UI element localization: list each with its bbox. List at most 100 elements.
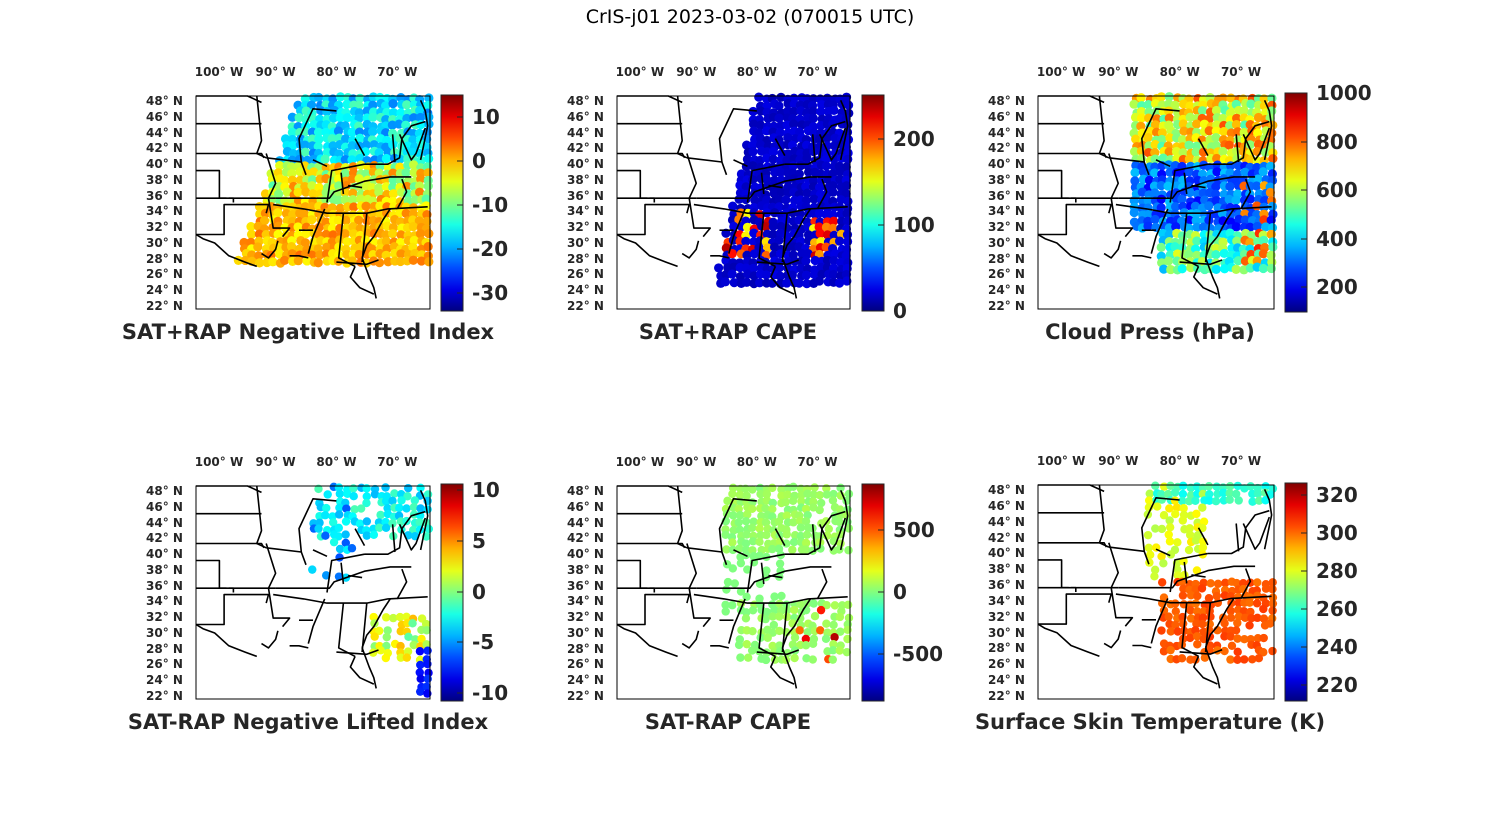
panel-title: Surface Skin Temperature (K)	[974, 710, 1326, 734]
latitude-tick-label: 28° N	[567, 251, 604, 266]
latitude-tick-label: 44° N	[988, 514, 1025, 529]
data-point	[1246, 99, 1256, 109]
data-point	[1170, 242, 1180, 252]
data-point	[835, 167, 845, 177]
data-point	[348, 194, 358, 205]
data-point	[721, 243, 731, 253]
data-point	[322, 242, 332, 252]
data-point	[381, 230, 391, 240]
data-point	[1197, 106, 1208, 116]
data-point	[354, 174, 364, 184]
state-border	[774, 138, 786, 156]
data-point	[381, 153, 391, 164]
state-border	[307, 208, 326, 254]
data-point	[354, 249, 364, 260]
state-border	[1037, 623, 1100, 657]
data-point	[424, 154, 434, 164]
data-point	[1240, 655, 1249, 664]
state-border	[649, 197, 656, 203]
data-point	[309, 167, 319, 177]
data-point	[375, 201, 385, 211]
data-point	[260, 189, 271, 199]
data-point	[829, 216, 839, 226]
data-point	[1198, 147, 1209, 157]
data-point	[286, 242, 297, 252]
data-point	[782, 278, 792, 288]
data-point	[1253, 578, 1262, 587]
latitude-tick-label: 38° N	[146, 172, 183, 187]
data-point	[347, 174, 357, 184]
data-point	[836, 257, 846, 267]
data-point	[260, 208, 271, 219]
state-border	[1240, 178, 1252, 210]
data-point	[762, 243, 773, 253]
data-point	[1231, 195, 1241, 205]
data-point	[836, 195, 846, 205]
data-point	[348, 188, 358, 198]
data-point	[1170, 202, 1181, 212]
data-point	[288, 209, 298, 220]
data-point	[802, 153, 812, 163]
data-point	[1171, 509, 1180, 519]
colorbar	[861, 94, 885, 312]
data-point	[1185, 101, 1195, 111]
data-point	[333, 215, 343, 226]
map-frame	[1037, 95, 1275, 310]
latitude-tick-label: 34° N	[146, 204, 183, 219]
data-point	[408, 160, 419, 170]
data-point	[1252, 181, 1262, 191]
latitude-tick-label: 48° N	[988, 94, 1025, 108]
data-point	[348, 222, 358, 232]
data-point	[421, 194, 431, 204]
latitude-tick-label: 24° N	[567, 283, 604, 298]
latitude-tick-label: 42° N	[146, 141, 183, 156]
data-point	[1184, 140, 1194, 150]
longitude-tick-label: 80° W	[736, 65, 777, 79]
data-point	[814, 182, 825, 192]
state-border	[1038, 203, 1112, 236]
data-point	[1197, 584, 1207, 593]
data-point	[1267, 201, 1277, 212]
data-point	[1184, 167, 1194, 177]
data-point	[714, 263, 724, 273]
data-point	[829, 154, 839, 164]
colorbar-tick-label: -30	[472, 281, 509, 305]
data-point	[1204, 126, 1214, 136]
state-border	[255, 95, 267, 159]
data-point	[1218, 146, 1228, 157]
data-point	[1225, 181, 1235, 192]
latitude-tick-label: 42° N	[988, 530, 1025, 545]
data-point	[828, 269, 839, 280]
scatter-layer	[1129, 92, 1278, 275]
data-point	[1185, 187, 1195, 198]
data-point	[415, 106, 425, 116]
data-point	[388, 189, 399, 199]
data-point	[1171, 599, 1180, 608]
data-point	[1165, 167, 1175, 178]
state-border	[718, 108, 757, 163]
data-point	[307, 181, 317, 191]
data-point	[1156, 180, 1166, 191]
data-point	[1178, 236, 1188, 246]
data-point	[748, 161, 758, 171]
data-point	[841, 92, 852, 102]
data-point	[1143, 100, 1154, 110]
data-point	[414, 187, 425, 197]
data-point	[1164, 230, 1174, 240]
data-point	[809, 194, 819, 204]
data-point	[396, 93, 406, 103]
data-point	[1192, 119, 1202, 129]
latitude-tick-label: 44° N	[567, 125, 604, 140]
data-point	[335, 113, 345, 123]
data-point	[1258, 263, 1268, 274]
data-point	[769, 189, 779, 199]
data-point	[1178, 619, 1188, 628]
latitude-tick-label: 40° N	[146, 157, 183, 172]
state-border	[1242, 127, 1271, 161]
data-point	[268, 257, 278, 267]
data-point	[1136, 93, 1146, 103]
latitude-tick-label: 26° N	[567, 267, 604, 282]
data-point	[409, 113, 419, 123]
data-point	[1268, 606, 1277, 615]
